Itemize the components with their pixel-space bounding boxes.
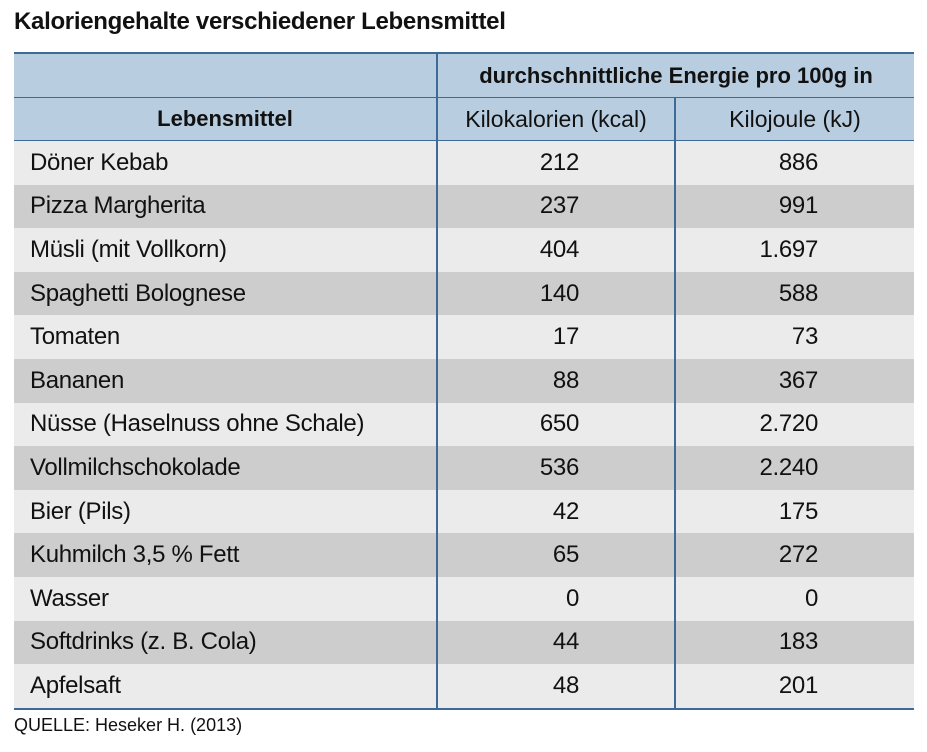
- cell-kcal-value: 212: [436, 140, 675, 185]
- header-kj: Kilojoule (kJ): [673, 97, 915, 141]
- cell-kj-value: 588: [673, 271, 915, 316]
- table-row: Nüsse (Haselnuss ohne Schale) 650 2.720: [14, 402, 915, 447]
- cell-kj-value: 183: [673, 620, 915, 665]
- cell-kj-value: 201: [673, 664, 915, 709]
- header-lebensmittel: Lebensmittel: [14, 97, 437, 141]
- cell-kj-value: 2.240: [673, 446, 915, 490]
- cell-food-name: Nüsse (Haselnuss ohne Schale): [14, 402, 437, 447]
- cell-kcal-value: 650: [436, 402, 675, 447]
- cell-food-name: Spaghetti Bolognese: [14, 271, 437, 316]
- cell-kcal-value: 237: [436, 184, 675, 229]
- cell-food-name: Bier (Pils): [14, 489, 437, 534]
- cell-kj-value: 2.720: [673, 402, 915, 447]
- table-row: Wasser 0 0: [14, 576, 915, 621]
- cell-food-name: Müsli (mit Vollkorn): [14, 228, 437, 272]
- cell-food-name: Vollmilchschokolade: [14, 446, 437, 490]
- table-row: Kuhmilch 3,5 % Fett 65 272: [14, 533, 915, 577]
- table-title: Kaloriengehalte verschiedener Lebensmitt…: [14, 8, 506, 35]
- table-body: Döner Kebab 212 886 Pizza Margherita 237 991 M…: [14, 140, 915, 709]
- cell-kj-value: 175: [673, 489, 915, 534]
- header-kcal: Kilokalorien (kcal): [436, 97, 675, 141]
- cell-kj-value: 886: [673, 140, 915, 185]
- cell-kcal-value: 17: [436, 315, 675, 359]
- cell-kj-value: 367: [673, 358, 915, 403]
- cell-food-name: Softdrinks (z. B. Cola): [14, 620, 437, 665]
- header-empty-cell: [14, 53, 437, 98]
- cell-kcal-value: 44: [436, 620, 675, 665]
- table-row: Pizza Margherita 237 991: [14, 184, 915, 229]
- cell-kcal-value: 48: [436, 664, 675, 709]
- cell-kcal-value: 404: [436, 228, 675, 272]
- cell-kj-value: 272: [673, 533, 915, 577]
- table-row: Softdrinks (z. B. Cola) 44 183: [14, 620, 915, 665]
- cell-food-name: Kuhmilch 3,5 % Fett: [14, 533, 437, 577]
- cell-kj-value: 73: [673, 315, 915, 359]
- source-note: QUELLE: Heseker H. (2013): [14, 715, 243, 735]
- cell-food-name: Pizza Margherita: [14, 184, 437, 229]
- cell-food-name: Döner Kebab: [14, 140, 437, 185]
- cell-kcal-value: 0: [436, 576, 675, 621]
- cell-food-name: Apfelsaft: [14, 664, 437, 709]
- cell-kcal-value: 65: [436, 533, 675, 577]
- table-row: Müsli (mit Vollkorn) 404 1.697: [14, 228, 915, 272]
- table-row: Bananen 88 367: [14, 358, 915, 403]
- table-row: Apfelsaft 48 201: [14, 664, 915, 709]
- table-row: Döner Kebab 212 886: [14, 140, 915, 185]
- cell-kcal-value: 140: [436, 271, 675, 316]
- cell-food-name: Tomaten: [14, 315, 437, 359]
- header-group-energy: durchschnittliche Energie pro 100g in: [435, 53, 915, 98]
- cell-kj-value: 991: [673, 184, 915, 229]
- table-row: Tomaten 17 73: [14, 315, 915, 359]
- cell-food-name: Wasser: [14, 576, 437, 621]
- cell-kcal-value: 88: [436, 358, 675, 403]
- cell-kj-value: 0: [673, 576, 915, 621]
- cell-kcal-value: 536: [436, 446, 675, 490]
- cell-kcal-value: 42: [436, 489, 675, 534]
- table-row: Spaghetti Bolognese 140 588: [14, 271, 915, 316]
- table-row: Vollmilchschokolade 536 2.240: [14, 446, 915, 490]
- calorie-table: durchschnittliche Energie pro 100g in Le…: [14, 52, 915, 710]
- cell-food-name: Bananen: [14, 358, 437, 403]
- table-row: Bier (Pils) 42 175: [14, 489, 915, 534]
- cell-kj-value: 1.697: [673, 228, 915, 272]
